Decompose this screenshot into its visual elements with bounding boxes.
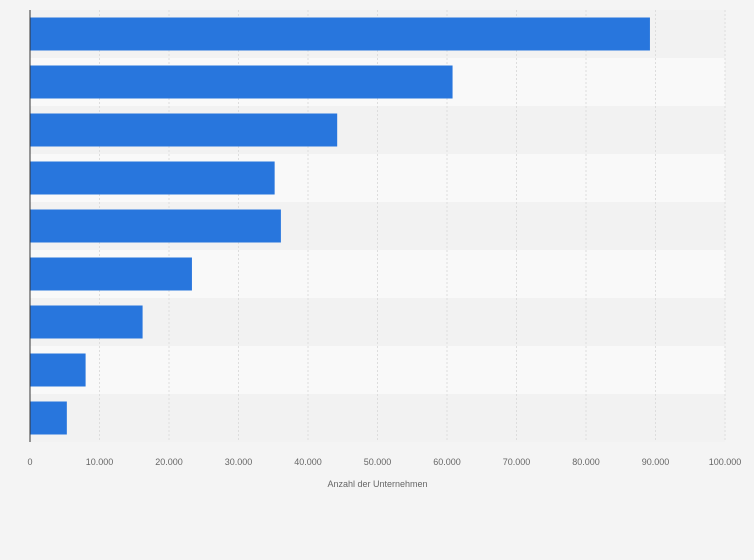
x-tick-label: 40.000 — [294, 457, 322, 467]
x-tick-label: 20.000 — [155, 457, 183, 467]
bar[interactable] — [30, 353, 86, 387]
x-axis-tick-labels: 0 10.000 20.000 30.000 40.000 50.000 60.000 70.… — [27, 457, 741, 467]
x-tick-label: 50.000 — [364, 457, 392, 467]
bars — [30, 17, 650, 435]
bar[interactable] — [30, 161, 275, 195]
x-tick-label: 30.000 — [225, 457, 253, 467]
bar[interactable] — [30, 257, 192, 291]
x-tick-label: 70.000 — [503, 457, 531, 467]
bar[interactable] — [30, 113, 338, 147]
x-tick-label: 90.000 — [642, 457, 670, 467]
bar[interactable] — [30, 305, 143, 339]
bar[interactable] — [30, 401, 67, 435]
x-tick-label: 10.000 — [86, 457, 114, 467]
x-tick-label: 100.000 — [709, 457, 742, 467]
bar[interactable] — [30, 209, 281, 243]
bar[interactable] — [30, 17, 650, 51]
x-tick-label: 80.000 — [572, 457, 600, 467]
x-tick-label: 60.000 — [433, 457, 461, 467]
x-tick-label: 0 — [27, 457, 32, 467]
bar[interactable] — [30, 65, 453, 99]
x-axis-title: Anzahl der Unternehmen — [327, 479, 427, 489]
